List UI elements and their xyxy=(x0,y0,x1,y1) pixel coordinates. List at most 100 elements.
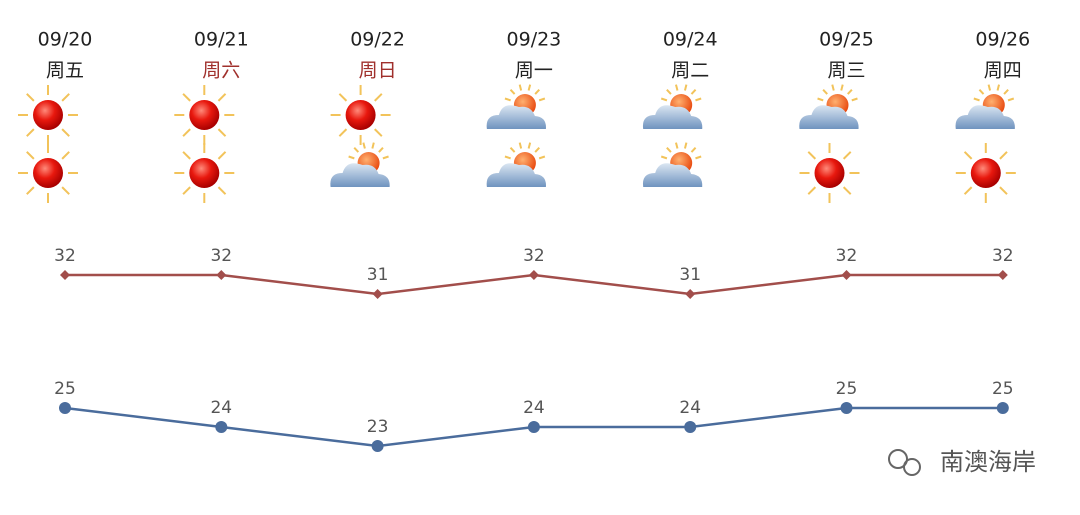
sun-ray xyxy=(683,142,688,149)
sun-ray xyxy=(538,97,546,102)
sun xyxy=(345,100,376,130)
date-label: 09/25 xyxy=(819,29,874,51)
watermark-icon xyxy=(903,458,921,476)
cloud xyxy=(486,163,546,187)
sun-ray xyxy=(534,89,541,95)
sun xyxy=(189,158,220,188)
sun-ray xyxy=(690,147,697,153)
sun-ray xyxy=(348,155,355,160)
sun-ray xyxy=(973,97,980,102)
data-label: 25 xyxy=(54,379,76,399)
sun-ray xyxy=(1003,89,1009,95)
sun-ray xyxy=(217,151,227,160)
weekday-label: 周四 xyxy=(984,60,1022,82)
data-label: 32 xyxy=(992,246,1014,266)
sun xyxy=(189,100,220,130)
cloud xyxy=(642,163,703,187)
sun-ray xyxy=(217,128,227,137)
sun-ray xyxy=(660,155,668,160)
sun-ray xyxy=(817,97,824,102)
point xyxy=(215,421,228,433)
data-label: 24 xyxy=(210,398,232,418)
point xyxy=(528,270,539,280)
point xyxy=(372,289,383,299)
sun-ray xyxy=(182,128,191,137)
sun-ray xyxy=(683,84,688,91)
watermark-icon xyxy=(888,449,908,469)
cloud xyxy=(330,163,390,187)
data-label: 32 xyxy=(523,246,545,266)
weekday-label: 周一 xyxy=(515,60,553,82)
point xyxy=(685,289,696,299)
sun-ray xyxy=(666,147,672,153)
sun-ray xyxy=(217,186,227,195)
date-label: 09/24 xyxy=(663,29,718,51)
point xyxy=(996,402,1009,414)
data-label: 23 xyxy=(367,417,389,437)
cloud xyxy=(642,105,703,129)
sun-ray xyxy=(695,155,702,160)
watermark-text: 南澳海岸 xyxy=(940,448,1036,476)
sun-ray xyxy=(963,186,973,195)
weekday-label: 周六 xyxy=(202,60,240,82)
date-label: 09/21 xyxy=(194,29,249,51)
sun xyxy=(33,158,63,188)
weekday-label: 周二 xyxy=(671,60,709,82)
sun-ray xyxy=(527,84,532,91)
point xyxy=(59,402,71,414)
point xyxy=(216,270,227,280)
sun-ray xyxy=(987,84,992,91)
sun-ray xyxy=(660,97,668,102)
sun-ray xyxy=(374,128,383,137)
sun-ray xyxy=(182,151,191,160)
data-label: 24 xyxy=(523,398,545,418)
sun-ray xyxy=(999,151,1008,160)
watermark: 南澳海岸 xyxy=(888,448,1036,476)
weekday-label: 周五 xyxy=(46,60,84,82)
sun-ray xyxy=(378,147,384,153)
point xyxy=(841,270,852,280)
sun-ray xyxy=(61,128,70,137)
sun-ray xyxy=(996,84,1000,91)
weather-icons xyxy=(18,84,1016,203)
data-label: 32 xyxy=(836,246,858,266)
sun-ray xyxy=(690,89,697,95)
point xyxy=(527,421,540,433)
sun-ray xyxy=(26,93,35,102)
sun-ray xyxy=(382,155,389,160)
sun-ray xyxy=(851,97,858,102)
cloud xyxy=(486,105,546,129)
sun-ray xyxy=(822,89,828,95)
sun-ray xyxy=(371,142,375,149)
weekday-label: 周三 xyxy=(827,60,865,82)
sun-ray xyxy=(338,128,348,137)
sun-ray xyxy=(840,84,844,91)
data-label: 31 xyxy=(367,265,389,285)
data-label: 25 xyxy=(836,379,858,399)
data-label: 25 xyxy=(992,379,1014,399)
data-label: 32 xyxy=(54,246,76,266)
sun-ray xyxy=(695,97,702,102)
date-label: 09/23 xyxy=(507,29,562,51)
sun-ray xyxy=(831,84,835,91)
sun xyxy=(33,100,63,130)
sun-ray xyxy=(518,142,523,149)
sun xyxy=(970,158,1001,188)
date-label: 09/22 xyxy=(350,29,405,51)
sun-ray xyxy=(518,84,523,91)
sun-ray xyxy=(675,84,679,91)
point xyxy=(997,270,1008,280)
sun-ray xyxy=(807,151,817,160)
sun-ray xyxy=(217,93,227,102)
data-label: 32 xyxy=(210,246,232,266)
sun-ray xyxy=(963,151,973,160)
sun-ray xyxy=(61,93,70,102)
sun-ray xyxy=(504,155,511,160)
sun-ray xyxy=(26,128,35,137)
sun-ray xyxy=(999,186,1008,195)
sun-ray xyxy=(675,142,679,149)
cloud xyxy=(955,105,1015,129)
point xyxy=(60,270,70,280)
point xyxy=(371,440,384,452)
